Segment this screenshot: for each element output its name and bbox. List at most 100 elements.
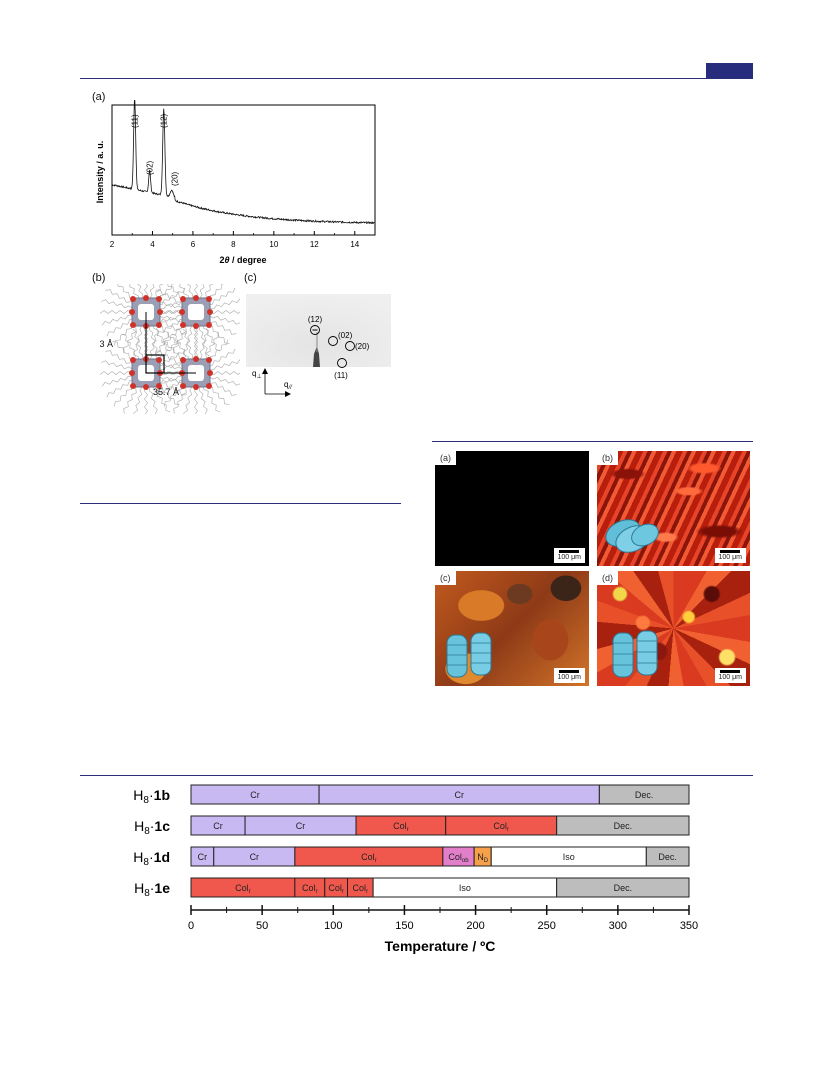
phase-segment-label: Cr bbox=[198, 852, 208, 862]
phase-segment-label: Colr bbox=[493, 821, 509, 833]
xrd-peak-label: (02) bbox=[145, 160, 154, 175]
xrd-chart: 2 4 6 8 10 12 14 (11) (02) (12) (20) Intensity / … bbox=[95, 100, 376, 265]
phase-xlabel: Temperature / ºC bbox=[385, 938, 496, 954]
oxygen-atom bbox=[207, 370, 213, 376]
alkyl-chain bbox=[105, 289, 135, 306]
micrograph-d-label: (d) bbox=[597, 571, 618, 585]
alkyl-chain bbox=[207, 318, 237, 335]
alkyl-chain bbox=[132, 328, 144, 360]
alkyl-chain bbox=[194, 284, 198, 299]
q-par-arrow-icon bbox=[285, 391, 291, 397]
alkyl-chain bbox=[152, 324, 171, 352]
spot-20-label: (20) bbox=[355, 342, 370, 351]
oxygen-atom bbox=[130, 296, 136, 302]
q-perp-arrow-icon bbox=[262, 368, 268, 374]
spot-11-marker bbox=[337, 358, 347, 368]
spot-20-marker bbox=[345, 341, 355, 351]
alkyl-chain bbox=[183, 325, 193, 357]
oxygen-atom bbox=[206, 383, 212, 389]
spot-12-label: (12) bbox=[308, 315, 323, 324]
alkyl-chain bbox=[202, 332, 219, 362]
alkyl-chain bbox=[209, 315, 240, 325]
alkyl-chain bbox=[209, 371, 240, 375]
spot-02-marker bbox=[328, 336, 338, 346]
alkyl-chain bbox=[179, 284, 190, 300]
xrd-ylabel: Intensity / a. u. bbox=[95, 141, 105, 204]
phase-segment bbox=[645, 846, 690, 867]
micrograph-a-label: (a) bbox=[435, 451, 456, 465]
spot-12-marker bbox=[310, 325, 320, 335]
micrograph-c: (c) 100 μm bbox=[435, 571, 589, 686]
saxs-pattern: (12) (02) (20) (11) q⊥ q// bbox=[246, 294, 391, 397]
oxygen-atom bbox=[193, 356, 199, 362]
phase-segment-label: Colr bbox=[328, 883, 344, 895]
micrograph-b: (b) 100 μm bbox=[597, 451, 750, 566]
phase-segment-label: Colr bbox=[302, 883, 318, 895]
alkyl-chain bbox=[144, 284, 148, 299]
micrograph-b-label: (b) bbox=[597, 451, 618, 465]
alkyl-chain bbox=[157, 379, 187, 396]
micrograph-a-scale: 100 μm bbox=[553, 548, 585, 563]
oxygen-atom bbox=[206, 296, 212, 302]
phase-transition-chart: H8·1b Cr Cr Dec. H8·1c Cr Cr Colr Colr Dec. H8·1d C… bbox=[133, 784, 698, 954]
alkyl-chain bbox=[144, 386, 148, 414]
alkyl-chain bbox=[152, 332, 169, 362]
phase-segment-label: Cr bbox=[213, 821, 223, 831]
oxygen-atom bbox=[143, 384, 149, 390]
figure-b-label: (b) bbox=[92, 272, 106, 284]
micrograph-d: (d) 100 μm bbox=[597, 571, 750, 686]
alkyl-chain bbox=[187, 284, 194, 299]
oxygen-atom bbox=[156, 296, 162, 302]
beam-stop bbox=[313, 346, 320, 367]
phase-tick-label: 150 bbox=[395, 920, 413, 932]
alkyl-chain bbox=[137, 284, 144, 299]
section-rule-left bbox=[80, 503, 401, 504]
alkyl-chain bbox=[173, 323, 190, 353]
phase-axis: 0 50 100 150 200 250 300 350 bbox=[188, 905, 698, 932]
xrd-tick-label: 12 bbox=[310, 240, 319, 249]
alkyl-chain bbox=[100, 310, 133, 314]
phase-segment-label: Dec. bbox=[614, 883, 633, 893]
oxygen-atom bbox=[206, 322, 212, 328]
phase-segment-label: ND bbox=[477, 852, 489, 864]
xrd-tick-label: 4 bbox=[150, 240, 155, 249]
oxygen-atom bbox=[179, 309, 185, 315]
alkyl-chain bbox=[101, 314, 133, 326]
phase-tick-label: 50 bbox=[256, 920, 268, 932]
columnar-model-icon bbox=[446, 632, 492, 678]
figure-a-label: (a) bbox=[92, 91, 106, 103]
oxygen-atom bbox=[180, 383, 186, 389]
phase-segment-label: Iso bbox=[459, 883, 471, 893]
phase-segment bbox=[598, 784, 690, 805]
alkyl-chain bbox=[156, 318, 184, 337]
oxygen-atom bbox=[143, 295, 149, 301]
phase-segment-label: Iso bbox=[563, 852, 575, 862]
columnar-model-icon bbox=[612, 630, 658, 678]
q-perp-label: q⊥ bbox=[252, 369, 262, 380]
micrograph-c-scale: 100 μm bbox=[553, 668, 585, 683]
phase-segment-label: Dec. bbox=[658, 852, 677, 862]
alkyl-chain bbox=[152, 284, 164, 301]
oxygen-atom bbox=[156, 357, 162, 363]
alkyl-chain bbox=[202, 385, 221, 413]
alkyl-chain bbox=[155, 289, 185, 306]
phase-segment-label: Cr bbox=[296, 821, 306, 831]
alkyl-chain bbox=[194, 386, 198, 414]
xrd-peak-label: (12) bbox=[160, 113, 169, 128]
phase-segment-label: Cr bbox=[250, 852, 260, 862]
section-rule-right bbox=[432, 441, 753, 442]
micrograph-d-scale: 100 μm bbox=[714, 668, 746, 683]
oxygen-atom bbox=[130, 322, 136, 328]
compound-label: H8·1c bbox=[134, 818, 170, 837]
alkyl-chain bbox=[101, 375, 133, 387]
alkyl-chain bbox=[209, 310, 240, 314]
xrd-tick-label: 2 bbox=[110, 240, 115, 249]
alkyl-chain bbox=[129, 284, 140, 300]
phase-segment-label: Cr bbox=[454, 790, 464, 800]
oxygen-atom bbox=[206, 357, 212, 363]
header-rule bbox=[80, 78, 753, 79]
alkyl-chain bbox=[123, 384, 140, 414]
micrograph-a: (a) 100 μm bbox=[435, 451, 589, 566]
phase-segment-label: Dec. bbox=[614, 821, 633, 831]
micrograph-c-label: (c) bbox=[435, 571, 456, 585]
